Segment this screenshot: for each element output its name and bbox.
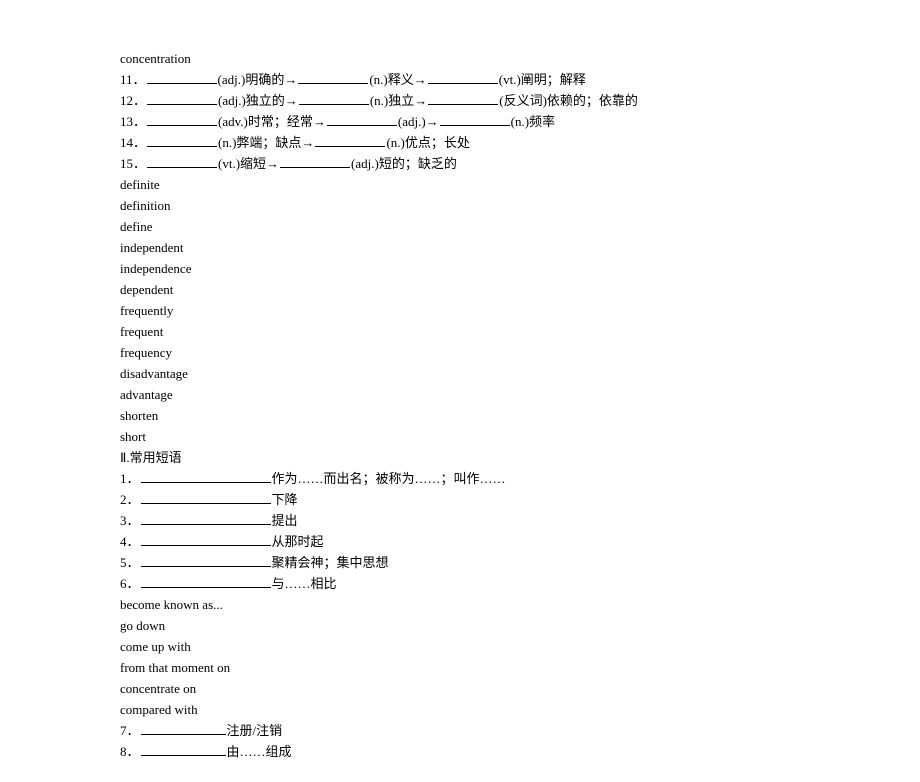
blank-field — [315, 133, 385, 147]
phrase-line: 8．由……组成 — [120, 741, 800, 762]
word-line: definition — [120, 195, 800, 216]
fill-line: 11．(adj.)明确的→(n.)释义→(vt.)阐明；解释 — [120, 69, 800, 90]
word-line: independent — [120, 237, 800, 258]
document-page: concentration 11．(adj.)明确的→(n.)释义→(vt.)阐… — [0, 0, 920, 782]
word-line: definite — [120, 174, 800, 195]
phrase-line: 3．提出 — [120, 510, 800, 531]
section-2-title: Ⅱ.常用短语 — [120, 447, 800, 468]
answer-line: concentrate on — [120, 678, 800, 699]
blank-field — [141, 490, 271, 504]
blank-field — [141, 469, 271, 483]
answer-line: come up with — [120, 636, 800, 657]
word-line: independence — [120, 258, 800, 279]
fill-line: 13．(adv.)时常；经常→(adj.)→(n.)频率 — [120, 111, 800, 132]
word-line: frequently — [120, 300, 800, 321]
phrase-line: 6．与……相比 — [120, 573, 800, 594]
vocabulary-list: definitedefinitiondefineindependentindep… — [120, 174, 800, 447]
answer-line: become known as... — [120, 594, 800, 615]
phrase-line: 5．聚精会神；集中思想 — [120, 552, 800, 573]
blank-field — [141, 742, 226, 756]
blank-field — [141, 721, 226, 735]
blank-field — [141, 574, 271, 588]
word-line: frequent — [120, 321, 800, 342]
word-line: frequency — [120, 342, 800, 363]
blank-field — [147, 112, 217, 126]
answer-line: go down — [120, 615, 800, 636]
answer-line: compared with — [120, 699, 800, 720]
phrase-items-2: 7．注册/注销8．由……组成 — [120, 720, 800, 762]
answer-line: from that moment on — [120, 657, 800, 678]
word-line: disadvantage — [120, 363, 800, 384]
word-line: shorten — [120, 405, 800, 426]
phrase-line: 7．注册/注销 — [120, 720, 800, 741]
fill-line: 12．(adj.)独立的→(n.)独立→(反义词)依赖的；依靠的 — [120, 90, 800, 111]
blank-field — [141, 532, 271, 546]
blank-field — [428, 91, 498, 105]
blank-field — [141, 511, 271, 525]
blank-field — [141, 553, 271, 567]
blank-field — [298, 70, 368, 84]
phrase-line: 1．作为……而出名；被称为……；叫作…… — [120, 468, 800, 489]
header-word: concentration — [120, 48, 800, 69]
blank-field — [280, 154, 350, 168]
phrase-answers: become known as...go downcome up withfro… — [120, 594, 800, 720]
blank-field — [327, 112, 397, 126]
word-line: advantage — [120, 384, 800, 405]
blank-field — [428, 70, 498, 84]
blank-field — [147, 154, 217, 168]
word-line: dependent — [120, 279, 800, 300]
word-line: short — [120, 426, 800, 447]
blank-field — [299, 91, 369, 105]
phrase-line: 4．从那时起 — [120, 531, 800, 552]
fill-line: 14．(n.)弊端；缺点→(n.)优点；长处 — [120, 132, 800, 153]
fill-line: 15．(vt.)缩短→(adj.)短的；缺乏的 — [120, 153, 800, 174]
phrase-line: 2．下降 — [120, 489, 800, 510]
fill-in-items: 11．(adj.)明确的→(n.)释义→(vt.)阐明；解释12．(adj.)独… — [120, 69, 800, 174]
blank-field — [147, 133, 217, 147]
blank-field — [440, 112, 510, 126]
word-line: define — [120, 216, 800, 237]
phrase-items: 1．作为……而出名；被称为……；叫作……2．下降3．提出4．从那时起5．聚精会神… — [120, 468, 800, 594]
blank-field — [147, 91, 217, 105]
blank-field — [147, 70, 217, 84]
